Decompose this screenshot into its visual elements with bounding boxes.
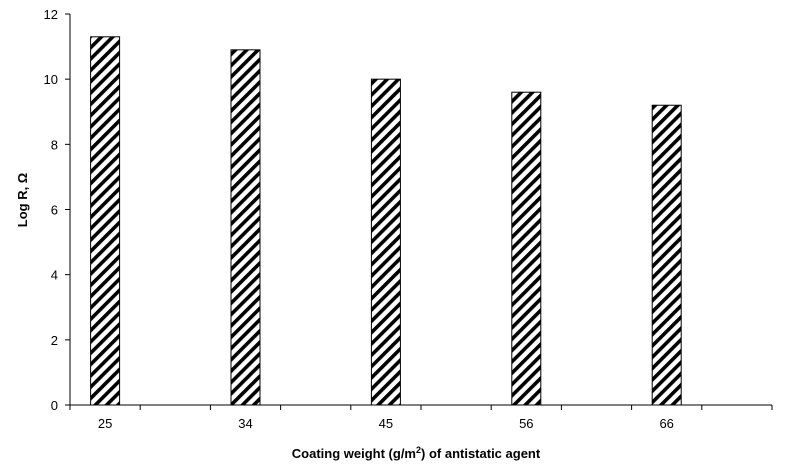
bars-group — [90, 36, 682, 406]
y-tick-label: 12 — [44, 7, 58, 22]
x-axis-label-prefix: Coating weight (g/m — [292, 446, 416, 461]
x-tick-label-45: 45 — [379, 416, 393, 431]
x-tick-label-56: 56 — [519, 416, 533, 431]
y-tick-label: 6 — [51, 203, 58, 218]
x-axis-label-suffix: ) of antistatic agent — [421, 446, 541, 461]
bar-56 — [511, 91, 542, 406]
x-axis-label: Coating weight (g/m2) of antistatic agen… — [292, 445, 541, 461]
x-tick-label-66: 66 — [659, 416, 673, 431]
bar-45 — [370, 78, 401, 406]
x-axis-ticks: 25 34 45 56 66 — [69, 405, 773, 431]
y-tick-label: 10 — [44, 72, 58, 87]
x-tick-label-25: 25 — [98, 416, 112, 431]
y-tick-label: 2 — [51, 333, 58, 348]
y-tick-label: 4 — [51, 268, 58, 283]
x-axis-label-superscript: 2 — [416, 445, 421, 455]
y-axis-label: Log R, Ω — [15, 173, 30, 227]
y-tick-label: 8 — [51, 137, 58, 152]
bar-66 — [651, 104, 682, 406]
bar-34 — [230, 49, 261, 406]
y-tick-label: 0 — [51, 398, 58, 413]
x-tick-label-34: 34 — [238, 416, 252, 431]
y-axis-ticks: 0 2 4 6 8 10 12 — [44, 7, 70, 413]
bar-25 — [90, 36, 121, 406]
